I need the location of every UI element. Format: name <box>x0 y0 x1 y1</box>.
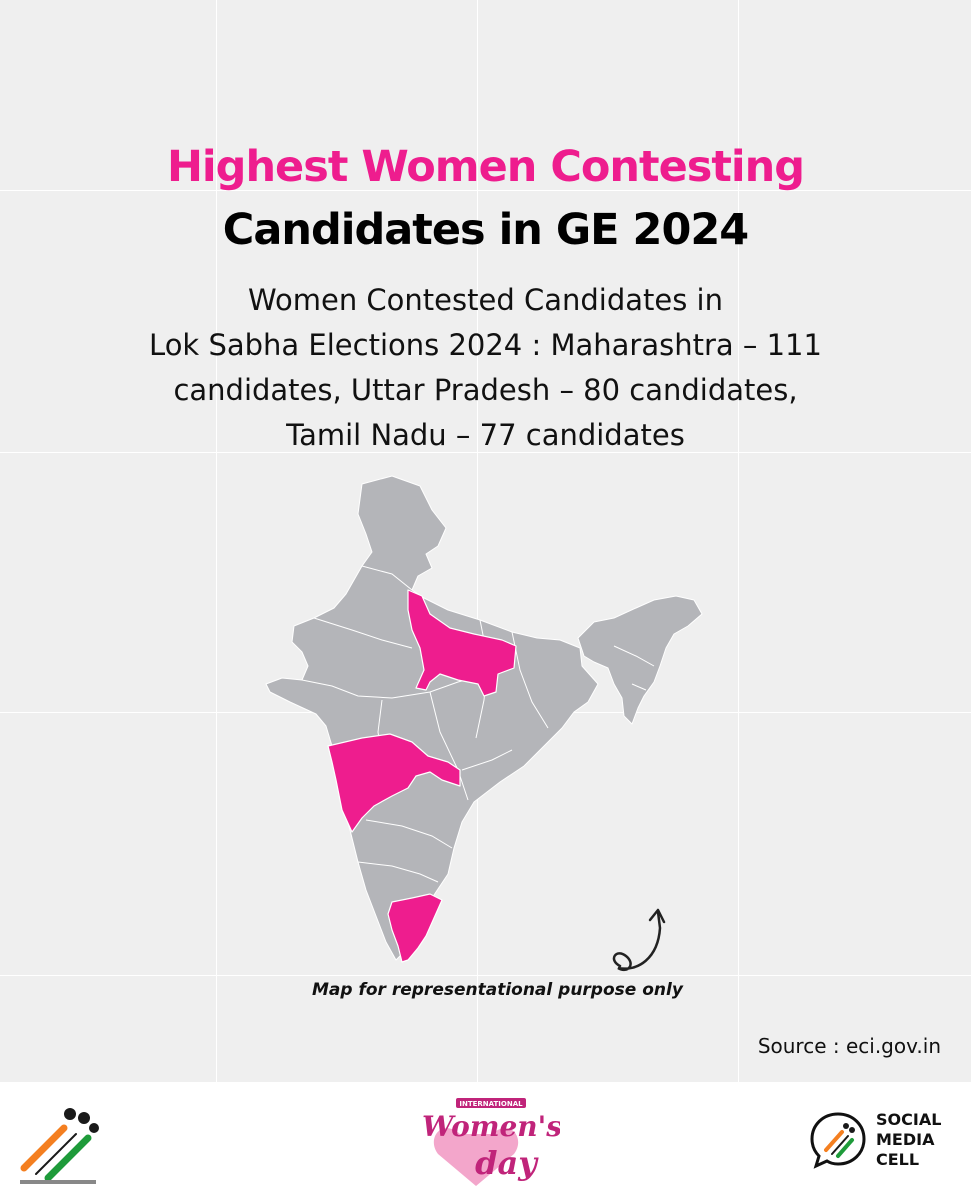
title-line-1: Highest Women Contesting <box>166 142 805 192</box>
source: Source : eci.gov.in <box>758 1034 941 1058</box>
grid-line <box>216 0 217 1082</box>
grid-line <box>0 452 971 453</box>
social-media-cell-icon <box>810 1112 866 1169</box>
eci-logo-icon <box>20 1108 99 1184</box>
smc-line-1: SOCIAL <box>876 1110 942 1129</box>
womens-day-sub: day <box>475 1144 539 1182</box>
map-mainland <box>265 475 599 961</box>
grid-line <box>738 0 739 1082</box>
map-disclaimer: Map for representational purpose only <box>312 980 683 1000</box>
womens-day-logo: INTERNATIONAL Women's day <box>422 1098 560 1186</box>
stat-uttar-pradesh: candidates, Uttar Pradesh – 80 candidate… <box>173 373 798 407</box>
state-uttar-pradesh <box>407 589 517 697</box>
womens-day-main: Women's <box>422 1110 560 1143</box>
grid-line <box>477 0 478 1082</box>
grid-line <box>0 190 971 191</box>
smc-line-3: CELL <box>876 1150 920 1169</box>
smc-line-2: MEDIA <box>876 1130 935 1149</box>
source-label: Source : <box>757 1034 840 1058</box>
india-map <box>265 475 703 963</box>
state-tamil-nadu <box>387 893 443 963</box>
subtitle-line-2: Lok Sabha Elections 2024 : Maharashtra –… <box>60 323 911 368</box>
highlighted-states <box>327 589 517 963</box>
subtitle: Women Contested Candidates in Lok Sabha … <box>60 278 911 458</box>
map-northeast <box>577 595 703 725</box>
state-maharashtra <box>327 733 461 833</box>
stat-maharashtra: Maharashtra – 111 <box>550 328 822 362</box>
subtitle-intro: Lok Sabha Elections 2024 : <box>149 328 551 362</box>
source-link[interactable]: eci.gov.in <box>845 1034 941 1058</box>
title-line-2: Candidates in GE 2024 <box>222 205 749 255</box>
social-media-cell-label: SOCIAL MEDIA CELL <box>876 1110 941 1170</box>
map-base <box>265 475 703 961</box>
grid-line <box>0 975 971 976</box>
womens-day-banner: INTERNATIONAL <box>459 1100 523 1108</box>
footer: INTERNATIONAL Women's day SOCIAL MEDIA C… <box>0 1082 971 1200</box>
stat-tamil-nadu: Tamil Nadu – 77 candidates <box>286 418 685 452</box>
subtitle-line-1: Women Contested Candidates in <box>248 283 723 317</box>
curly-arrow-icon <box>612 908 666 972</box>
